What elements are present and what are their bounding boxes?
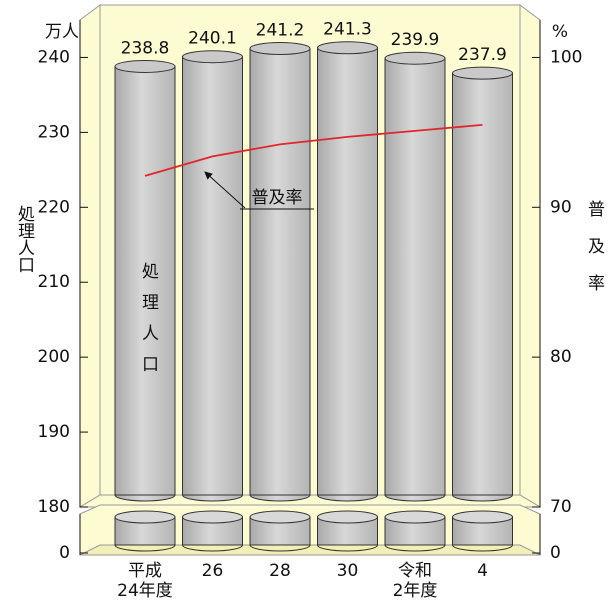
x-tick-label: 平成 24年度	[117, 561, 173, 601]
x-tick-label: 28	[269, 561, 291, 581]
bar-stub-base	[114, 544, 176, 552]
x-tick-label: 4	[477, 561, 488, 581]
value-label: 237.9	[458, 45, 507, 65]
value-label: 240.1	[188, 29, 237, 49]
y-tick-label: 200	[38, 347, 70, 367]
y-tick-label: 220	[38, 197, 70, 217]
y-unit: 万人	[45, 22, 79, 42]
bar	[317, 47, 378, 496]
bar	[114, 65, 176, 496]
y2-axis-label: 普及率	[584, 200, 604, 311]
y-tick-label: 190	[38, 422, 70, 442]
y2-tick-label: 90	[550, 197, 572, 217]
series-label: 普及率	[252, 188, 303, 208]
annotation-arrow	[204, 171, 246, 209]
bar-stub-base	[182, 544, 243, 552]
line	[144, 123, 483, 177]
y2-tick-label: 70	[550, 497, 572, 517]
bar-stub-top	[249, 510, 311, 524]
y2-unit: %	[552, 22, 568, 42]
y-tick-label: 240	[38, 47, 70, 67]
x-tick-label: 30	[336, 561, 359, 581]
bar-top	[182, 50, 243, 64]
value-label: 241.3	[323, 20, 372, 40]
bar	[452, 72, 513, 496]
bar-stub-top	[114, 510, 176, 524]
bar-stub-base	[249, 544, 311, 552]
y-tick-label: 230	[38, 122, 70, 142]
bar-top	[384, 51, 446, 65]
bar-stub-base	[317, 544, 378, 552]
bar-stub-top	[452, 510, 513, 524]
y-tick-label: 180	[38, 497, 70, 517]
value-label: 239.9	[391, 30, 440, 50]
series-label: 処理人口	[138, 262, 158, 386]
bar-top	[452, 66, 513, 80]
bar-top	[317, 41, 378, 55]
bar-stub-base	[452, 544, 513, 552]
y-tick-label: 0	[59, 543, 70, 563]
bar-stub-base	[384, 544, 446, 552]
bar-top	[249, 41, 311, 55]
x-tick-label: 令和 2年度	[392, 561, 438, 601]
bar-stub-top	[182, 510, 243, 524]
x-tick-label: 26	[201, 561, 224, 581]
y2-tick-label: 100	[550, 47, 582, 67]
y-axis-label: 処理人口	[14, 205, 34, 273]
bar-stub-top	[384, 510, 446, 524]
bar-top	[114, 59, 176, 73]
value-label: 238.8	[121, 38, 170, 58]
value-label: 241.2	[256, 20, 305, 40]
bar-stub-top	[317, 510, 378, 524]
bar	[249, 47, 311, 496]
y2-tick-label: 0	[550, 543, 561, 563]
bar	[182, 56, 243, 496]
bar	[384, 57, 446, 496]
y2-tick-label: 80	[550, 347, 572, 367]
y-tick-label: 210	[38, 272, 70, 292]
